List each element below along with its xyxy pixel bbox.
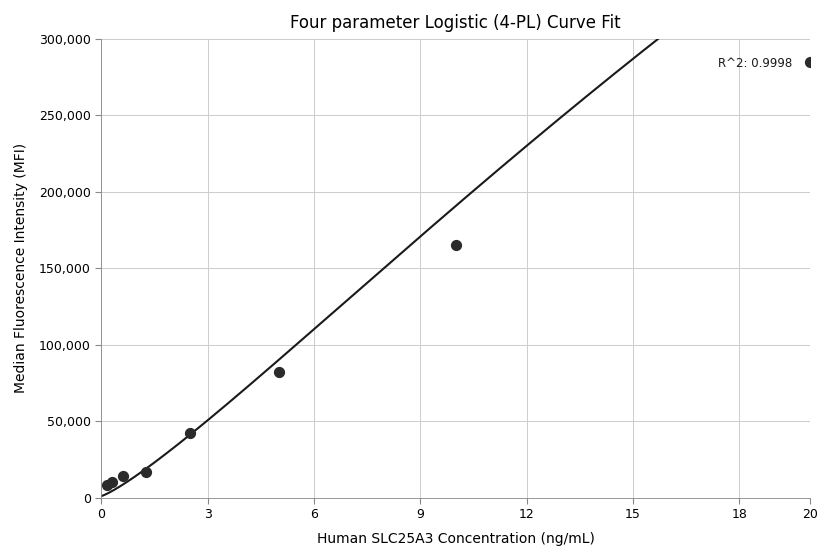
Title: Four parameter Logistic (4-PL) Curve Fit: Four parameter Logistic (4-PL) Curve Fit (290, 14, 621, 32)
Point (272, 368, 285, 377)
Point (100, 480, 113, 489)
Text: R^2: 0.9998: R^2: 0.9998 (718, 57, 792, 71)
Point (106, 477, 119, 486)
X-axis label: Human SLC25A3 Concentration (ng/mL): Human SLC25A3 Concentration (ng/mL) (317, 532, 595, 546)
Point (139, 467, 152, 476)
Point (116, 472, 130, 480)
Y-axis label: Median Fluorescence Intensity (MFI): Median Fluorescence Intensity (MFI) (14, 143, 28, 393)
Point (449, 241, 463, 250)
Point (804, 58, 817, 67)
Point (183, 429, 196, 438)
